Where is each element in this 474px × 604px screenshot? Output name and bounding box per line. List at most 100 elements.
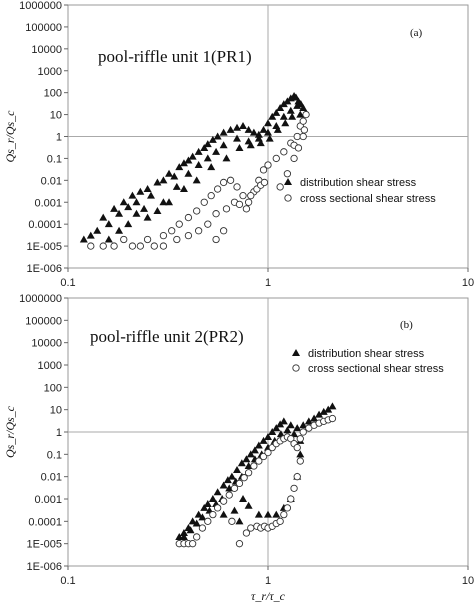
data-point-circle	[209, 510, 217, 519]
data-point-triangle	[165, 169, 174, 177]
y-tick-label: 0.001	[34, 494, 62, 506]
legend-label: distribution shear stress	[300, 177, 417, 189]
data-point-triangle	[246, 450, 255, 458]
data-point-triangle	[237, 459, 246, 467]
legend-label: cross sectional shear stress	[308, 363, 444, 375]
data-point-circle	[287, 435, 295, 443]
data-point-circle	[239, 192, 247, 200]
data-point-circle	[290, 484, 298, 492]
data-point-triangle	[104, 235, 113, 243]
data-point-triangle	[132, 198, 141, 206]
data-point-triangle	[230, 506, 239, 514]
data-point-circle	[222, 205, 231, 213]
data-point-triangle	[227, 472, 236, 480]
data-point-circle	[264, 448, 272, 457]
data-point-circle	[213, 185, 222, 193]
y-tick-label: 100	[44, 382, 62, 394]
data-point-triangle	[143, 213, 152, 221]
y-tick-label: 1E-006	[27, 561, 62, 573]
data-point-circle	[213, 504, 222, 512]
data-point-triangle	[146, 191, 155, 199]
data-point-triangle	[264, 128, 272, 136]
data-point-triangle	[208, 495, 217, 502]
data-point-circle	[87, 242, 95, 250]
data-point-circle	[255, 457, 263, 465]
y-axis-label: Qs_r/Qs_c	[3, 405, 17, 458]
data-point-triangle	[264, 432, 272, 440]
y-tick-label: 1E-005	[27, 539, 62, 551]
x-axis-label: τ_r/τ_c	[251, 589, 286, 603]
data-point-triangle	[115, 209, 124, 217]
data-point-circle	[299, 132, 307, 141]
data-point-circle	[168, 227, 176, 235]
y-tick-label: 10	[50, 110, 62, 122]
y-tick-label: 0.001	[34, 197, 62, 209]
panel-label: (b)	[400, 319, 413, 331]
data-point-triangle	[279, 112, 288, 120]
data-point-triangle	[172, 182, 181, 190]
data-point-circle	[128, 242, 137, 250]
panel-annotation: pool-riffle unit 2(PR2)	[90, 327, 244, 346]
data-point-triangle	[165, 198, 174, 206]
data-point-triangle	[273, 125, 282, 133]
data-point-circle	[328, 414, 337, 423]
y-tick-label: 1000000	[19, 293, 62, 305]
chart-panel-2: 1000000 100000 10000 1000 100 10 1 0.1 0.01 0.001…	[3, 293, 474, 603]
data-point-circle	[272, 154, 280, 163]
data-point-triangle	[170, 172, 179, 180]
y-tick-label: 0.0001	[28, 219, 62, 231]
data-point-circle	[293, 473, 301, 481]
data-point-circle	[283, 504, 292, 512]
data-point-triangle	[256, 139, 265, 147]
x-tick-label: 10	[462, 277, 474, 289]
data-point-triangle	[194, 161, 203, 169]
data-point-triangle	[296, 110, 305, 118]
data-point-triangle	[179, 529, 188, 537]
data-point-triangle	[203, 140, 212, 148]
data-point-triangle	[198, 513, 207, 521]
data-point-circle	[276, 183, 284, 191]
legend-triangle-marker	[292, 349, 300, 356]
y-tick-label: 1E-006	[27, 263, 62, 275]
y-tick-label: 0.1	[47, 153, 62, 165]
y-tick-label: 100000	[25, 22, 62, 34]
data-point-triangle	[235, 143, 244, 151]
data-point-circle	[264, 161, 272, 169]
data-point-triangle	[254, 510, 263, 518]
data-point-triangle	[188, 517, 197, 525]
y-tick-label: 1	[56, 132, 62, 144]
data-point-triangle	[136, 187, 145, 195]
x-tick-label: 10	[462, 575, 474, 587]
data-point-triangle	[254, 441, 263, 449]
legend-circle-marker	[292, 364, 300, 372]
data-point-triangle	[286, 106, 295, 114]
data-point-circle	[235, 200, 244, 209]
data-point-triangle	[143, 185, 152, 193]
y-tick-label: 100	[44, 88, 62, 100]
data-point-triangle	[213, 132, 222, 140]
data-point-triangle	[200, 143, 209, 151]
data-point-triangle	[293, 101, 302, 109]
data-point-circle	[283, 170, 292, 178]
data-point-circle	[110, 242, 118, 250]
data-point-triangle	[159, 198, 168, 206]
data-point-circle	[226, 176, 235, 184]
data-point-triangle	[244, 125, 253, 133]
data-point-circle	[300, 126, 309, 134]
y-tick-label: 1000000	[19, 0, 62, 12]
data-point-circle	[212, 235, 220, 244]
y-tick-label: 1000	[38, 66, 62, 78]
data-point-circle	[302, 110, 310, 119]
data-point-triangle	[219, 510, 228, 518]
data-point-circle	[294, 144, 303, 152]
data-point-circle	[247, 524, 255, 532]
panel-label: (a)	[410, 27, 423, 39]
data-point-triangle	[239, 122, 248, 130]
data-point-triangle	[315, 410, 324, 418]
data-point-circle	[244, 198, 253, 206]
data-point-triangle	[239, 495, 248, 502]
chart-panel-1: 1000000 100000 10000 1000 100 10 1 0.1 0.01 0.001…	[3, 0, 474, 289]
data-point-triangle	[208, 135, 217, 143]
data-point-triangle	[200, 503, 209, 511]
